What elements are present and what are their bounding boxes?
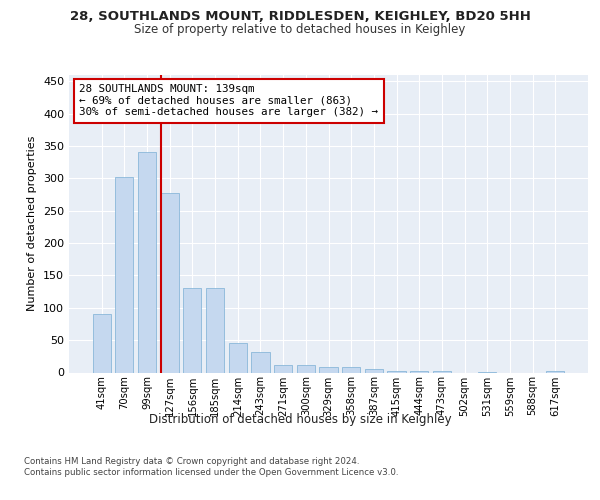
Bar (433, 371, 451, 372)
Text: Distribution of detached houses by size in Keighley: Distribution of detached houses by size … (149, 412, 451, 426)
Bar (206, 288, 224, 372)
Bar (388, 371, 406, 372)
Bar (274, 364, 292, 372)
Bar (92, 314, 111, 372)
Bar (297, 364, 315, 372)
Bar (229, 343, 247, 372)
Y-axis label: Number of detached properties: Number of detached properties (28, 136, 37, 312)
Bar (161, 194, 179, 372)
Text: Contains HM Land Registry data © Crown copyright and database right 2024.
Contai: Contains HM Land Registry data © Crown c… (24, 458, 398, 477)
Bar (319, 366, 338, 372)
Text: 28, SOUTHLANDS MOUNT, RIDDLESDEN, KEIGHLEY, BD20 5HH: 28, SOUTHLANDS MOUNT, RIDDLESDEN, KEIGHL… (70, 10, 530, 23)
Bar (410, 371, 428, 372)
Bar (251, 352, 269, 372)
Bar (546, 371, 565, 372)
Bar (184, 288, 202, 372)
Text: Size of property relative to detached houses in Keighley: Size of property relative to detached ho… (134, 22, 466, 36)
Bar (342, 366, 360, 372)
Bar (115, 176, 133, 372)
Text: 28 SOUTHLANDS MOUNT: 139sqm
← 69% of detached houses are smaller (863)
30% of se: 28 SOUTHLANDS MOUNT: 139sqm ← 69% of det… (79, 84, 379, 117)
Bar (138, 152, 156, 372)
Bar (365, 370, 383, 372)
